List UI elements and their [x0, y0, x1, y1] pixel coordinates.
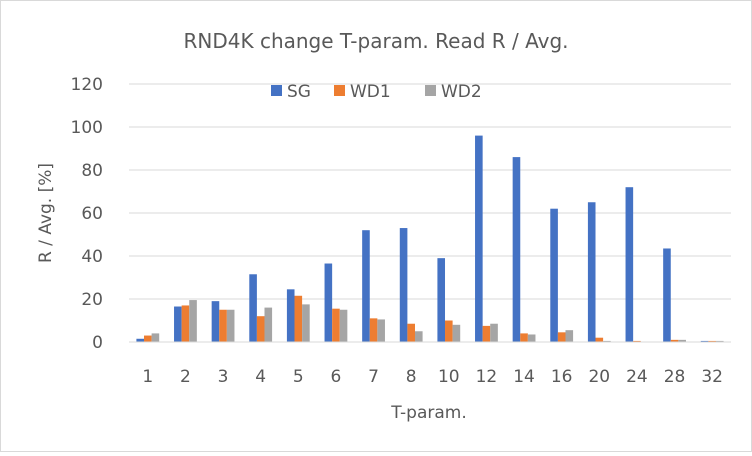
y-tick-label: 60: [81, 204, 103, 224]
bar-wd1-28: [670, 339, 679, 342]
y-tick-label: 120: [71, 75, 103, 95]
gridlines: [129, 83, 731, 300]
bar-sg-28: [663, 248, 671, 342]
x-tick-label: 10: [438, 367, 460, 387]
bar-sg-24: [625, 187, 634, 342]
y-tick-label: 20: [81, 290, 103, 310]
bar-wd1-1: [144, 335, 152, 342]
bar-sg-2: [174, 306, 182, 342]
bar-sg-12: [475, 135, 483, 342]
bar-wd1-24: [633, 340, 641, 342]
bar-wd2-5: [302, 304, 310, 343]
bar-sg-14: [512, 157, 521, 342]
y-tick-label: 40: [81, 247, 103, 267]
x-tick-label: 14: [513, 367, 535, 387]
legend-label-wd2: WD2: [441, 82, 482, 102]
bar-sg-20: [587, 202, 596, 342]
x-tick-label: 24: [626, 367, 648, 387]
bar-wd1-2: [181, 305, 190, 342]
bar-wd2-28: [678, 339, 686, 342]
bar-wd2-8: [414, 331, 423, 342]
bar-wd2-7: [377, 319, 385, 342]
bar-wd2-2: [189, 300, 197, 342]
legend-swatch-wd2: [425, 85, 436, 96]
bar-wd2-12: [490, 323, 498, 342]
bar-sg-8: [399, 228, 408, 342]
bar-wd2-14: [527, 334, 536, 342]
bar-wd2-32: [715, 340, 724, 342]
bar-wd1-7: [369, 318, 378, 342]
bar-wd1-6: [332, 308, 340, 342]
bar-wd2-1: [151, 333, 160, 342]
chart-title: RND4K change T-param. Read R / Avg.: [184, 29, 569, 53]
x-tick-label: 32: [701, 367, 723, 387]
bar-wd1-8: [407, 323, 415, 342]
bar-wd2-20: [603, 340, 611, 342]
bar-wd1-14: [520, 333, 528, 342]
y-axis-ticks: 0 20 40 60 80 100 120: [71, 75, 103, 353]
bar-wd2-6: [339, 309, 348, 342]
bar-sg-1: [136, 338, 145, 342]
bar-sg-10: [437, 258, 446, 342]
bar-wd2-4: [264, 307, 273, 342]
legend-swatch-sg: [271, 85, 282, 96]
bar-wd1-12: [482, 325, 491, 343]
bar-sg-6: [324, 263, 333, 342]
bar-wd2-10: [452, 324, 461, 342]
x-tick-label: 1: [142, 367, 153, 387]
bar-wd1-4: [256, 316, 265, 342]
x-tick-label: 8: [406, 367, 417, 387]
bar-sg-4: [249, 274, 257, 342]
x-axis-label: T-param.: [390, 403, 467, 423]
y-tick-label: 0: [92, 333, 103, 353]
y-tick-label: 100: [71, 118, 103, 138]
legend-swatch-wd1: [334, 85, 345, 96]
bar-wd1-10: [445, 320, 453, 342]
x-tick-label: 16: [551, 367, 573, 387]
legend-label-sg: SG: [287, 82, 311, 102]
bar-sg-7: [362, 230, 370, 342]
legend: SG WD1 WD2: [271, 82, 482, 102]
x-tick-label: 20: [588, 367, 610, 387]
x-tick-label: 7: [368, 367, 379, 387]
bar-sg-16: [550, 208, 558, 342]
bar-wd1-20: [595, 337, 604, 342]
x-tick-label: 6: [331, 367, 342, 387]
x-tick-label: 5: [293, 367, 304, 387]
y-tick-label: 80: [81, 161, 103, 181]
y-axis-label: R / Avg. [%]: [36, 163, 56, 263]
bar-sg-5: [286, 289, 295, 342]
x-tick-label: 2: [180, 367, 191, 387]
x-tick-label: 12: [476, 367, 498, 387]
bar-wd1-3: [219, 309, 227, 342]
bar-wd1-5: [294, 295, 303, 342]
x-tick-label: 28: [664, 367, 686, 387]
bar-wd1-16: [557, 332, 566, 342]
x-tick-label: 3: [218, 367, 229, 387]
bar-wd1-32: [708, 340, 716, 342]
x-axis-ticks: 1 2 3 4 5 6 7 8 10 12 14 16 20 24 28 32: [142, 367, 723, 387]
legend-label-wd1: WD1: [350, 82, 391, 102]
bar-sg-3: [211, 301, 220, 342]
bar-sg-32: [700, 340, 709, 342]
bars: [136, 135, 724, 343]
bar-wd2-16: [565, 330, 574, 342]
bar-wd2-3: [226, 309, 235, 342]
x-tick-label: 4: [255, 367, 266, 387]
